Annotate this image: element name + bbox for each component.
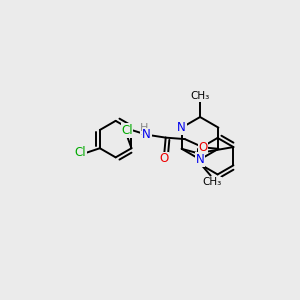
Text: Cl: Cl [74, 146, 86, 159]
Text: O: O [199, 141, 208, 154]
Text: Cl: Cl [121, 124, 133, 137]
Text: N: N [177, 121, 186, 134]
Text: CH₃: CH₃ [190, 92, 210, 101]
Text: H: H [140, 123, 149, 133]
Text: O: O [160, 152, 169, 165]
Text: N: N [142, 128, 151, 141]
Text: N: N [196, 153, 204, 166]
Text: CH₃: CH₃ [202, 177, 222, 187]
